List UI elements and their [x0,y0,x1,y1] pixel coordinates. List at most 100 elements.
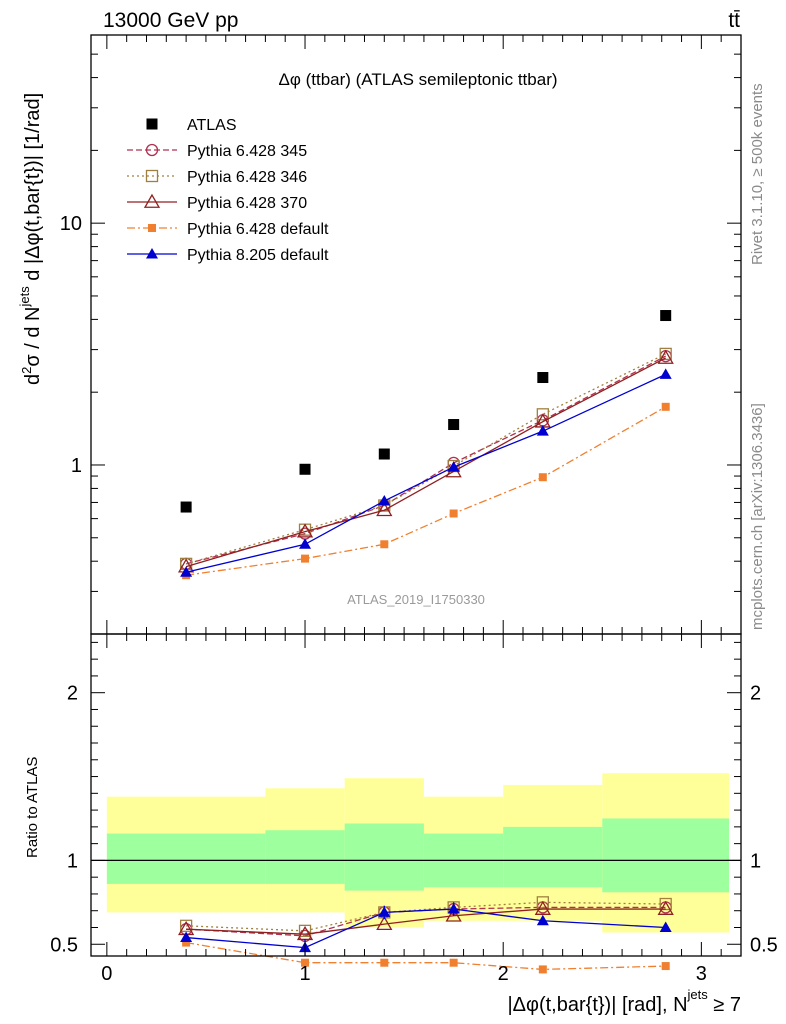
series-3-point-2 [380,540,389,549]
x-axis-label: |Δφ(t,bar{t})| [rad], Njets ≥ 7 [507,987,741,1016]
band-green-1 [265,830,345,884]
header-process: tt̄ [728,9,740,32]
ratio-y-tick-label-0: 0.5 [50,934,78,956]
legend-marker-3 [143,193,161,208]
ratio-4-point-5 [659,921,672,932]
band-green-5 [602,818,730,893]
ratio-frame [90,633,742,957]
series-4-point-2 [378,494,391,506]
series-1-point-5 [659,347,672,361]
series-3-point-4 [538,473,547,482]
data-point-1 [299,463,311,475]
series-line-4 [185,373,666,573]
rivet-label: Rivet 3.1.10, ≥ 500k events [749,83,766,265]
band-green-0 [106,833,266,884]
ratio-3-point-5 [661,962,670,971]
legend-label-3: Pythia 6.428 370 [187,195,307,212]
ratio-1-point-1 [298,924,312,937]
ratio-line-1 [186,901,666,932]
ratio-panel: 0 1 2 3 0.5 0.5 1 1 2 2 [50,633,778,985]
data-point-4 [537,372,549,384]
legend-label-2: Pythia 6.428 346 [187,169,307,186]
x-tick-label-1: 1 [299,963,310,985]
ratio-line-4 [186,908,666,949]
main-title: Δφ (ttbar) (ATLAS semileptonic ttbar) [278,70,557,89]
y-tick-label-0: 1 [71,455,82,477]
legend-marker-0 [146,118,158,130]
legend-marker-1 [145,143,159,157]
ratio-y-tick-label-1: 1 [67,850,78,872]
series-4-point-4 [536,425,549,436]
data-point-0 [180,501,192,513]
ratio-3-point-2 [380,958,389,967]
ratio-y-tick-label-right-2: 2 [750,683,761,705]
ylabel-jets: jets [17,286,32,308]
x-tick-label-3: 3 [696,963,707,985]
ylabel-sigma: σ / d N [22,307,44,367]
ratio-y-tick-label-2: 2 [67,683,78,705]
legend: ATLAS Pythia 6.428 345 Pythia 6.428 346 Pyt… [127,117,329,264]
xlabel-main: |Δφ(t,bar{t})| [rad], N [507,994,687,1016]
ratio-line-2 [186,908,666,935]
ylabel-sup2: 2 [19,367,34,374]
x-tick-label-2: 2 [498,963,509,985]
series-4-point-0 [180,566,193,577]
header-energy: 13000 GeV pp [103,9,238,32]
main-panel: 1 10 Δφ (ttbar) (ATLAS semileptonic ttbar… [60,34,742,635]
ratio-3-point-3 [449,958,458,967]
ratio-1-point-4 [536,896,549,909]
series-3-point-1 [301,554,310,563]
ratio-2-point-3 [445,907,462,922]
ratio-4-point-4 [536,914,549,926]
series-3-point-5 [661,402,670,411]
data-point-5 [660,310,672,322]
ratio-y-tick-label-right-1: 1 [750,850,761,872]
ratio-4-point-3 [447,903,460,914]
y-tick-label-1: 10 [60,213,82,235]
ratio-2-point-5 [657,900,674,915]
series-line-3 [186,406,667,576]
ratio-4-point-2 [378,906,391,917]
series-line-2 [185,357,666,568]
series-2-point-1 [296,523,314,538]
ratio-ylabel: Ratio to ATLAS [24,757,41,858]
legend-label-4: Pythia 6.428 default [187,221,329,238]
series-4-point-5 [659,368,672,379]
legend-label-5: Pythia 8.205 default [187,247,329,264]
legend-marker-4 [148,224,156,232]
ratio-line-3 [186,941,666,971]
ratio-4-point-0 [180,931,193,943]
main-ylabel: d2σ / d Njets d |Δφ(t,bar{t})| [1/rad] [17,93,44,385]
ylabel-rest: d |Δφ(t,bar{t})| [1/rad] [22,93,44,286]
series-2-point-2 [376,501,393,517]
series-line-0 [185,355,666,565]
ratio-1-point-0 [179,919,193,932]
ratio-3-point-1 [301,958,310,967]
ratio-3-point-4 [538,965,547,974]
watermark: ATLAS_2019_I1750330 [347,592,485,607]
ylabel-d: d [22,374,44,385]
series-4-point-3 [447,461,460,472]
series-line-1 [185,353,666,565]
x-tick-label-0: 0 [101,963,112,985]
data-point-3 [448,419,460,431]
ratio-3-point-0 [182,938,191,947]
series-4-point-1 [299,538,312,549]
xlabel-jets: jets [687,987,709,1002]
legend-label-1: Pythia 6.428 345 [187,143,307,160]
mcplots-label: mcplots.cern.ch [arXiv:1306.3436] [749,403,766,630]
series-2-point-5 [657,349,674,364]
data-point-2 [378,448,390,460]
legend-label-0: ATLAS [187,117,237,134]
band-green-4 [503,826,603,888]
series-3-point-3 [449,509,458,518]
legend-marker-5 [146,248,158,259]
band-green-2 [344,823,424,891]
ratio-y-tick-label-right-0: 0.5 [750,934,778,956]
ratio-2-point-4 [534,900,551,915]
ratio-2-point-2 [376,915,393,931]
legend-marker-2 [145,169,159,183]
xlabel-tail: ≥ 7 [708,994,741,1016]
series-1-point-4 [536,408,549,421]
